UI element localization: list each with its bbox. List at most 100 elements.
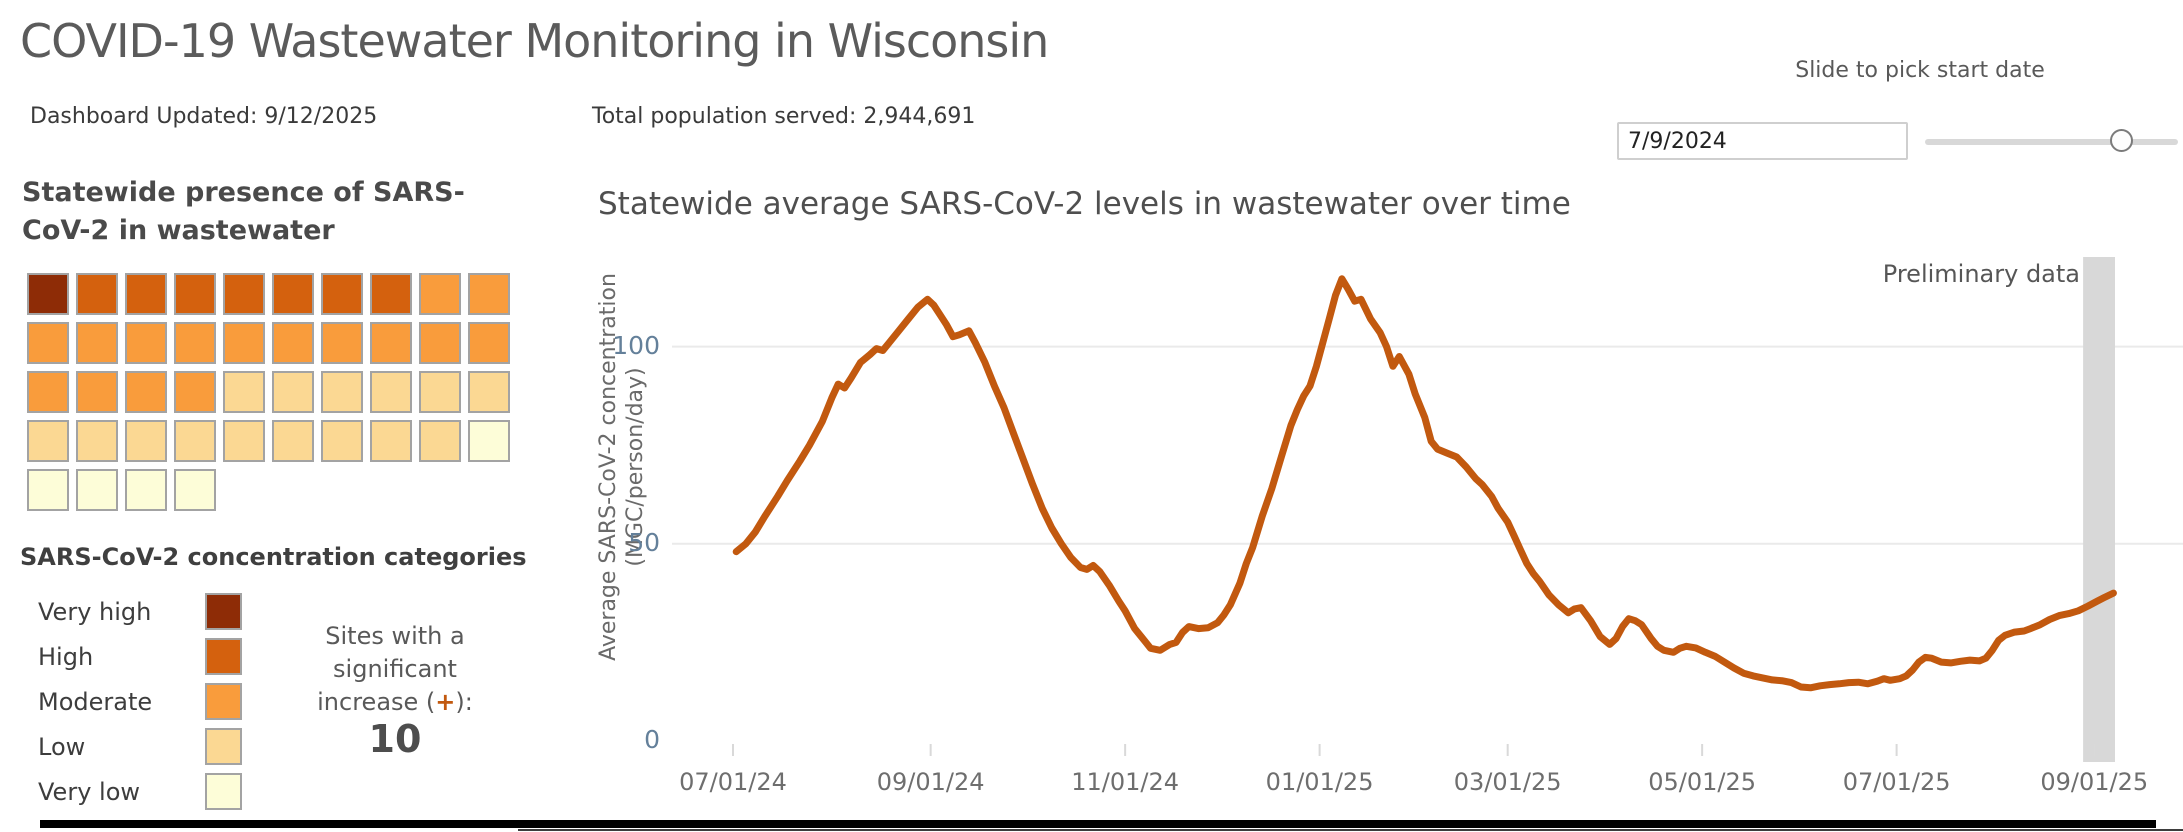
chart-title: Statewide average SARS-CoV-2 levels in w… (598, 186, 1571, 222)
population-served-label: Total population served: 2,944,691 (592, 104, 976, 129)
legend-item-label: High (38, 642, 94, 671)
waffle-cell[interactable] (174, 371, 216, 413)
start-date-input[interactable] (1617, 122, 1908, 160)
waffle-cell[interactable] (223, 371, 265, 413)
waffle-cell[interactable] (419, 273, 461, 315)
y-axis-label-line2: (MGC/person/day) (623, 367, 648, 567)
waffle-cell[interactable] (76, 322, 118, 364)
waffle-cell[interactable] (370, 273, 412, 315)
legend-item-moderate[interactable]: Moderate (38, 679, 242, 724)
waffle-cell[interactable] (223, 273, 265, 315)
waffle-cell[interactable] (468, 273, 510, 315)
waffle-cell[interactable] (419, 371, 461, 413)
waffle-cell[interactable] (468, 371, 510, 413)
legend-swatch-very_low (205, 773, 242, 810)
waffle-cell[interactable] (27, 273, 69, 315)
dashboard-updated-label: Dashboard Updated: 9/12/2025 (30, 104, 378, 129)
sites-increase-line3-pre: increase ( (317, 688, 436, 716)
date-slider-thumb[interactable] (2110, 129, 2133, 152)
waffle-cell[interactable] (419, 420, 461, 462)
sites-increase-line2: significant (333, 655, 457, 683)
waffle-cell[interactable] (174, 420, 216, 462)
waffle-cell[interactable] (370, 420, 412, 462)
sites-increase-line3: increase (+): (288, 686, 502, 719)
x-tick-label: 11/01/24 (1071, 768, 1179, 796)
waffle-panel-title-line2: CoV-2 in wastewater (22, 215, 335, 246)
waffle-panel-title: Statewide presence of SARS- CoV-2 in was… (22, 174, 465, 250)
legend-swatch-high (205, 638, 242, 675)
legend-item-very_high[interactable]: Very high (38, 589, 242, 634)
legend-item-label: Low (38, 732, 86, 761)
x-tick-label: 05/01/25 (1648, 768, 1757, 796)
sites-increase-line3-post: ): (455, 688, 473, 716)
waffle-cell[interactable] (125, 273, 167, 315)
waffle-cell[interactable] (125, 420, 167, 462)
legend-item-label: Very low (38, 777, 140, 806)
waffle-grid (27, 273, 519, 511)
preliminary-data-band (2083, 257, 2115, 762)
waffle-cell[interactable] (370, 371, 412, 413)
waffle-cell[interactable] (125, 371, 167, 413)
waffle-cell[interactable] (76, 420, 118, 462)
waffle-panel-title-line1: Statewide presence of SARS- (22, 177, 465, 208)
legend-item-low[interactable]: Low (38, 724, 242, 769)
sites-increase-count: 10 (368, 717, 422, 761)
x-tick-label: 07/01/24 (679, 768, 787, 796)
waffle-cell[interactable] (419, 322, 461, 364)
waffle-cell[interactable] (174, 273, 216, 315)
legend-item-label: Very high (38, 597, 152, 626)
waffle-cell[interactable] (76, 371, 118, 413)
waffle-cell[interactable] (125, 469, 167, 511)
waffle-cell[interactable] (27, 322, 69, 364)
legend-swatch-very_high (205, 593, 242, 630)
concentration-trend-line[interactable] (732, 275, 2117, 692)
waffle-cell[interactable] (321, 273, 363, 315)
legend-swatch-moderate (205, 683, 242, 720)
waffle-cell[interactable] (468, 322, 510, 364)
waffle-cell[interactable] (223, 420, 265, 462)
x-tick-label: 09/01/25 (2040, 768, 2149, 796)
waffle-cell[interactable] (272, 322, 314, 364)
page-title: COVID-19 Wastewater Monitoring in Wiscon… (20, 14, 1049, 68)
waffle-cell[interactable] (370, 322, 412, 364)
x-tick-label: 01/01/25 (1265, 768, 1374, 796)
waffle-cell[interactable] (321, 371, 363, 413)
waffle-cell[interactable] (27, 420, 69, 462)
y-tick-label: 50 (628, 527, 660, 557)
waffle-cell[interactable] (272, 371, 314, 413)
y-axis-label: Average SARS-CoV-2 concentration (MGC/pe… (595, 207, 649, 727)
legend-title: SARS-CoV-2 concentration categories (20, 543, 527, 571)
waffle-cell[interactable] (27, 469, 69, 511)
waffle-cell[interactable] (174, 469, 216, 511)
waffle-cell[interactable] (272, 420, 314, 462)
legend-swatch-low (205, 728, 242, 765)
sites-increase-line1: Sites with a (325, 622, 465, 650)
waffle-cell[interactable] (223, 322, 265, 364)
waffle-cell[interactable] (272, 273, 314, 315)
waffle-cell[interactable] (27, 371, 69, 413)
waffle-cell[interactable] (125, 322, 167, 364)
y-tick-label: 100 (612, 330, 660, 360)
plus-icon: + (435, 688, 456, 716)
waffle-cell[interactable] (76, 469, 118, 511)
legend-item-very_low[interactable]: Very low (38, 769, 242, 814)
legend-item-label: Moderate (38, 687, 153, 716)
legend-item-high[interactable]: High (38, 634, 242, 679)
date-slider-track[interactable] (1925, 139, 2178, 145)
x-tick-label: 03/01/25 (1453, 768, 1562, 796)
bottom-divider-bar (40, 820, 2156, 828)
sites-increase-note: Sites with a significant increase (+): 1… (288, 620, 502, 761)
legend-items: Very high High Moderate Low Very low (38, 589, 242, 814)
bottom-panel-edge (518, 829, 2183, 831)
waffle-cell[interactable] (468, 420, 510, 462)
waffle-cell[interactable] (174, 322, 216, 364)
waffle-cell[interactable] (76, 273, 118, 315)
y-axis-label-line1: Average SARS-CoV-2 concentration (596, 273, 621, 661)
waffle-cell[interactable] (321, 420, 363, 462)
slider-caption: Slide to pick start date (1795, 58, 2045, 83)
waffle-cell[interactable] (321, 322, 363, 364)
x-tick-label: 09/01/24 (876, 768, 985, 796)
y-tick-label: 0 (644, 725, 660, 754)
x-tick-label: 07/01/25 (1842, 768, 1951, 796)
